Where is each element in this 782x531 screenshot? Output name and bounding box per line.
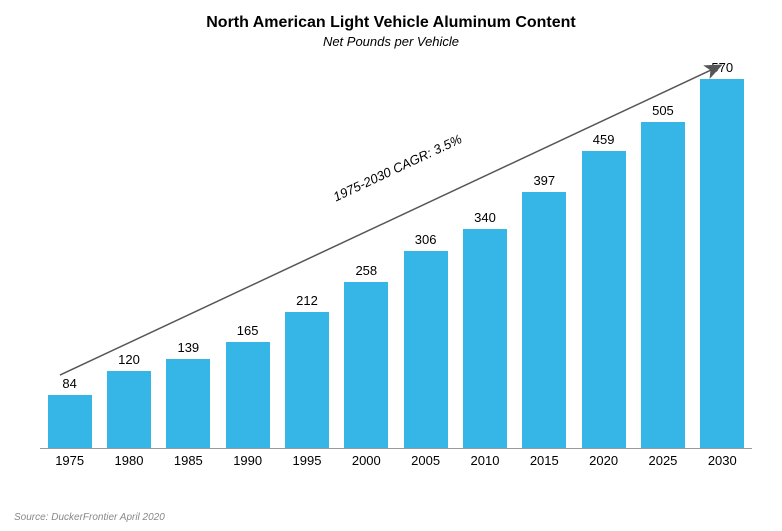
- chart-title: North American Light Vehicle Aluminum Co…: [0, 0, 782, 32]
- x-axis-label: 2015: [515, 449, 574, 471]
- x-axis-label: 1990: [218, 449, 277, 471]
- bar-rect: [582, 151, 626, 449]
- bars-container: 84 120 139 165 212 258 306 340 397 459 505 570: [40, 60, 752, 449]
- bar-slot: 165: [218, 323, 277, 449]
- bar-value-label: 570: [711, 60, 733, 75]
- bar-rect: [48, 395, 92, 449]
- x-axis-label: 2010: [455, 449, 514, 471]
- x-axis-label: 2020: [574, 449, 633, 471]
- bar-value-label: 84: [62, 376, 76, 391]
- bar-slot: 258: [337, 263, 396, 449]
- bar-rect: [700, 79, 744, 449]
- bar-rect: [226, 342, 270, 449]
- bar-rect: [344, 282, 388, 449]
- bar-rect: [166, 359, 210, 449]
- x-axis-label: 1980: [99, 449, 158, 471]
- bar-slot: 505: [633, 103, 692, 449]
- x-axis-label: 2000: [337, 449, 396, 471]
- x-axis-label: 1975: [40, 449, 99, 471]
- bar-rect: [404, 251, 448, 449]
- bar-value-label: 139: [177, 340, 199, 355]
- bar-slot: 139: [159, 340, 218, 449]
- bar-value-label: 120: [118, 352, 140, 367]
- x-axis-label: 1995: [277, 449, 336, 471]
- source-citation: Source: DuckerFrontier April 2020: [14, 512, 165, 523]
- bar-rect: [522, 192, 566, 449]
- bar-rect: [107, 371, 151, 449]
- bar-value-label: 459: [593, 132, 615, 147]
- x-axis-label: 1985: [159, 449, 218, 471]
- bar-slot: 570: [693, 60, 752, 449]
- bar-slot: 84: [40, 376, 99, 449]
- bar-value-label: 340: [474, 210, 496, 225]
- x-axis-label: 2005: [396, 449, 455, 471]
- bar-slot: 459: [574, 132, 633, 449]
- bar-value-label: 258: [355, 263, 377, 278]
- bar-value-label: 505: [652, 103, 674, 118]
- bar-slot: 340: [455, 210, 514, 449]
- bar-rect: [285, 312, 329, 449]
- bar-slot: 212: [277, 293, 336, 449]
- bar-slot: 397: [515, 173, 574, 449]
- x-axis-label: 2025: [633, 449, 692, 471]
- bar-value-label: 212: [296, 293, 318, 308]
- x-axis-labels: 1975198019851990199520002005201020152020…: [40, 449, 752, 471]
- bar-slot: 120: [99, 352, 158, 449]
- chart-area: 84 120 139 165 212 258 306 340 397 459 505 570 1975…: [40, 60, 752, 471]
- bar-value-label: 165: [237, 323, 259, 338]
- bar-value-label: 397: [533, 173, 555, 188]
- bar-value-label: 306: [415, 232, 437, 247]
- bar-slot: 306: [396, 232, 455, 449]
- x-axis-label: 2030: [693, 449, 752, 471]
- bar-rect: [463, 229, 507, 449]
- bar-rect: [641, 122, 685, 449]
- chart-subtitle: Net Pounds per Vehicle: [0, 34, 782, 49]
